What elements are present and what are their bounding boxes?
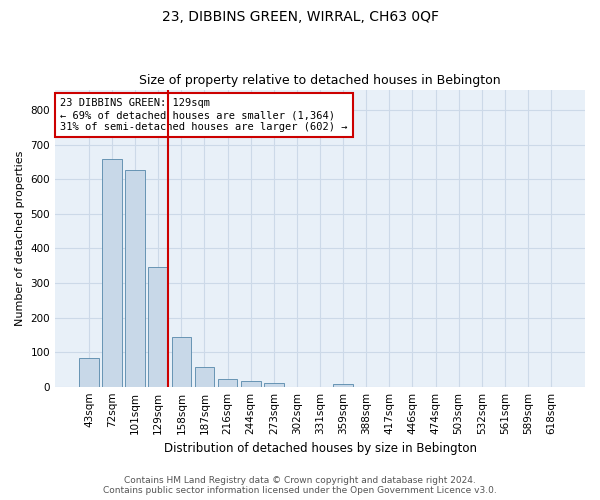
Bar bbox=[194, 366, 214, 386]
Bar bbox=[148, 268, 168, 386]
Bar bbox=[241, 382, 260, 386]
Bar bbox=[172, 336, 191, 386]
Bar bbox=[264, 383, 284, 386]
Title: Size of property relative to detached houses in Bebington: Size of property relative to detached ho… bbox=[139, 74, 501, 87]
Y-axis label: Number of detached properties: Number of detached properties bbox=[15, 150, 25, 326]
Text: 23, DIBBINS GREEN, WIRRAL, CH63 0QF: 23, DIBBINS GREEN, WIRRAL, CH63 0QF bbox=[161, 10, 439, 24]
Bar bbox=[125, 170, 145, 386]
X-axis label: Distribution of detached houses by size in Bebington: Distribution of detached houses by size … bbox=[164, 442, 476, 455]
Bar bbox=[334, 384, 353, 386]
Text: 23 DIBBINS GREEN: 129sqm
← 69% of detached houses are smaller (1,364)
31% of sem: 23 DIBBINS GREEN: 129sqm ← 69% of detach… bbox=[61, 98, 348, 132]
Bar bbox=[102, 158, 122, 386]
Bar bbox=[218, 379, 238, 386]
Bar bbox=[79, 358, 99, 386]
Text: Contains HM Land Registry data © Crown copyright and database right 2024.
Contai: Contains HM Land Registry data © Crown c… bbox=[103, 476, 497, 495]
